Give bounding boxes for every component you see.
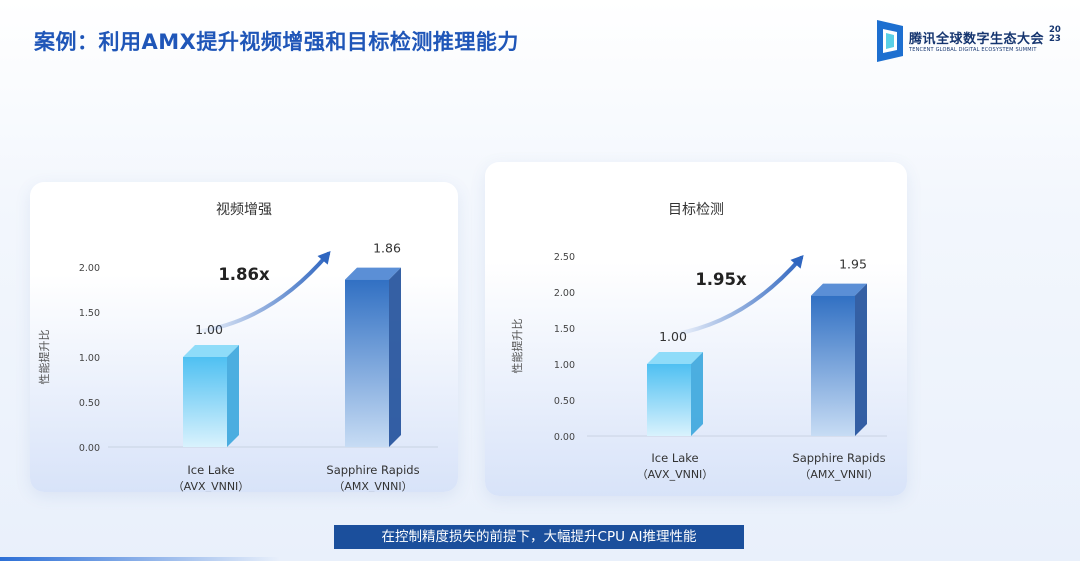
category-label: Ice Lake <box>187 463 234 477</box>
bar-top <box>647 352 703 364</box>
y-tick-label: 1.50 <box>554 324 575 335</box>
bar-top <box>183 345 239 357</box>
logo-mark-icon <box>877 20 903 62</box>
category-sublabel: （AMX_VNNI） <box>333 480 412 492</box>
bar-side <box>855 283 867 436</box>
bar-side <box>227 345 239 447</box>
logo-name-cn: 腾讯全球数字生态大会 <box>909 32 1045 47</box>
y-axis-label: 性能提升比 <box>510 319 524 374</box>
bar-side <box>691 352 703 436</box>
bar-value-label: 1.95 <box>839 257 867 272</box>
bar-ice-lake <box>183 345 239 447</box>
bar-sapphire-rapids <box>811 283 867 436</box>
y-tick-label: 2.50 <box>554 252 575 263</box>
arrow-head-icon <box>790 254 804 269</box>
logo-year: 2023 <box>1049 25 1061 44</box>
y-tick-label: 1.00 <box>79 353 100 364</box>
chart-object-detection: 目标检测性能提升比0.000.501.001.502.002.501.00Ice… <box>510 202 887 481</box>
summit-logo: 腾讯全球数字生态大会 2023 TENCENT GLOBAL DIGITAL E… <box>877 18 1067 64</box>
y-tick-label: 2.00 <box>554 288 575 299</box>
bar-front <box>811 295 855 436</box>
y-tick-label: 1.00 <box>554 360 575 371</box>
chart-panel-detection: 目标检测 性能提升比 0.00 0.50 1.00 1.50 2.00 2.50 1.00 Ice… <box>485 162 907 496</box>
bottom-accent-line <box>0 557 280 561</box>
bar-side <box>389 267 401 447</box>
bar-front <box>647 364 691 436</box>
y-tick-label: 0.50 <box>79 398 100 409</box>
bar-front <box>183 357 227 447</box>
category-sublabel: （AMX_VNNI） <box>799 468 878 481</box>
bar-sapphire-rapids <box>345 267 401 447</box>
y-tick-label: 2.00 <box>79 263 100 274</box>
category-label: Sapphire Rapids <box>326 463 419 477</box>
chart-title: 目标检测 <box>668 202 724 218</box>
y-tick-label: 0.50 <box>554 396 575 407</box>
y-tick-label: 0.00 <box>79 443 100 454</box>
bar-top <box>345 267 401 280</box>
category-sublabel: （AVX_VNNI） <box>637 468 714 481</box>
speedup-label: 1.86x <box>218 265 270 284</box>
logo-name-en: TENCENT GLOBAL DIGITAL ECOSYSTEM SUMMIT <box>909 47 1037 53</box>
bar-value-label: 1.86 <box>373 241 401 256</box>
speedup-arrow <box>673 256 803 336</box>
chart-panel-video: 视频增强 性能提升比 0.00 0.50 1.00 1.50 2.00 1.00 Ice Lak… <box>30 182 458 492</box>
speedup-arrow <box>193 252 330 334</box>
category-sublabel: （AVX_VNNI） <box>173 480 250 492</box>
bar-top <box>811 283 867 296</box>
category-label: Sapphire Rapids <box>792 451 885 465</box>
y-tick-label: 0.00 <box>554 432 575 443</box>
y-axis-label: 性能提升比 <box>37 330 51 385</box>
slide-title: 案例：利用AMX提升视频增强和目标检测推理能力 <box>34 30 519 54</box>
arrow-head-icon <box>317 250 331 265</box>
y-tick-label: 1.50 <box>79 308 100 319</box>
category-label: Ice Lake <box>651 451 698 465</box>
bar-ice-lake <box>647 352 703 436</box>
chart-title: 视频增强 <box>216 202 272 218</box>
slide-caption: 在控制精度损失的前提下，大幅提升CPU AI推理性能 <box>334 525 744 549</box>
bar-front <box>345 279 389 447</box>
speedup-label: 1.95x <box>695 270 747 289</box>
